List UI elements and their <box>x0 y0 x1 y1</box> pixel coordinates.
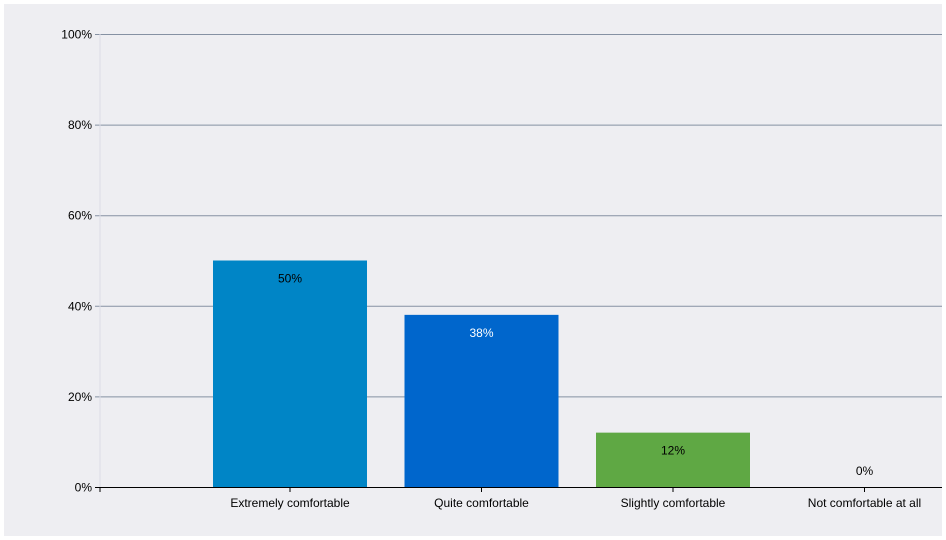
x-tick-label: Slightly comfortable <box>621 496 726 510</box>
bars <box>213 260 750 487</box>
y-tick-label: 0% <box>75 481 93 495</box>
axes <box>95 34 942 492</box>
y-tick-label: 20% <box>68 390 92 404</box>
y-tick-label: 40% <box>68 299 92 313</box>
bar <box>404 314 559 487</box>
bar <box>596 432 750 487</box>
y-tick-label: 100% <box>61 28 92 42</box>
y-tick-label: 80% <box>68 118 92 132</box>
x-tick-label: Quite comfortable <box>434 496 529 510</box>
data-label: 50% <box>278 272 302 286</box>
bar <box>213 260 367 487</box>
y-tick-label: 60% <box>68 209 92 223</box>
bar-chart: 0% 20% 40% 60% 80% 100% 50% Extremely comfortab… <box>61 28 942 511</box>
data-label: 0% <box>856 464 874 478</box>
chart-panel: 0% 20% 40% 60% 80% 100% 50% Extremely comfortab… <box>4 4 942 536</box>
data-label: 38% <box>469 326 493 340</box>
labels: 0% 20% 40% 60% 80% 100% 50% Extremely comfortab… <box>61 28 921 511</box>
x-tick-label: Extremely comfortable <box>230 496 350 510</box>
x-tick-label: Not comfortable at all <box>808 496 921 510</box>
data-label: 12% <box>661 444 685 458</box>
